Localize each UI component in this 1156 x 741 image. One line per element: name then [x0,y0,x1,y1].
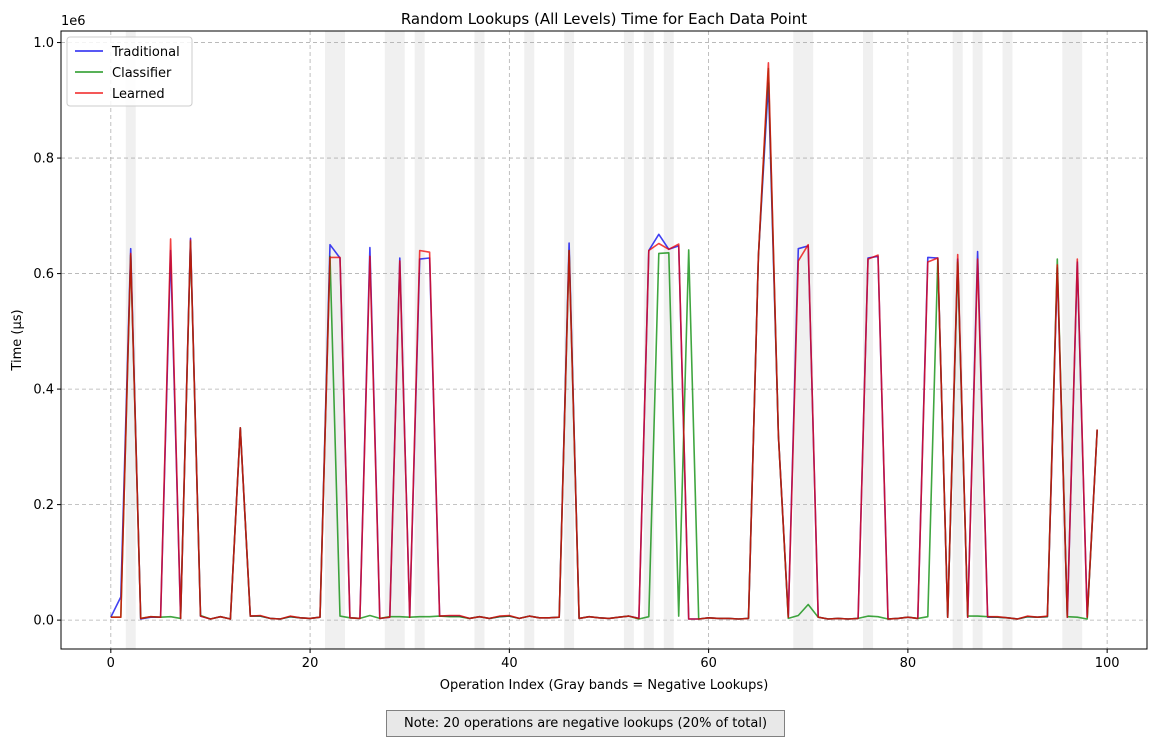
negative-lookup-band [1002,31,1013,649]
legend-label-classifier: Classifier [112,66,172,81]
negative-lookup-band [325,31,335,649]
negative-lookup-band [125,31,136,649]
legend-label-learned: Learned [112,87,165,102]
negative-lookup-band [972,31,983,649]
series-lines [110,61,1098,620]
y-axis-ticks: 0.0 0.2 0.4 0.6 0.8 1.0 [33,36,61,629]
negative-lookup-band [564,31,575,649]
x-tick-label: 60 [700,656,717,671]
negative-lookup-bands [125,31,1083,649]
x-tick-label: 20 [302,656,319,671]
y-tick-label: 0.8 [33,152,54,167]
x-tick-label: 100 [1095,656,1120,671]
y-offset-label: 1e6 [61,14,86,29]
y-tick-label: 0.4 [33,383,54,398]
x-tick-label: 80 [900,656,917,671]
note-box: Note: 20 operations are negative lookups… [386,710,785,737]
negative-lookup-band [663,31,674,649]
chart-title: Random Lookups (All Levels) Time for Eac… [401,10,807,28]
x-axis-ticks: 0 20 40 60 80 100 [107,649,1120,671]
x-tick-label: 40 [501,656,518,671]
x-axis-label: Operation Index (Gray bands = Negative L… [440,678,769,693]
plot-frame [60,30,1148,650]
negative-lookup-band [643,31,654,649]
y-tick-label: 0.6 [33,267,54,282]
y-tick-label: 0.2 [33,498,54,513]
y-tick-label: 1.0 [33,36,54,51]
legend-box [66,36,193,107]
negative-lookup-band [334,31,345,649]
negative-lookup-band [394,31,405,649]
legend-label-traditional: Traditional [111,45,180,60]
legend: Traditional Classifier Learned [66,36,193,107]
negative-lookup-band [384,31,395,649]
negative-lookup-band [863,31,874,649]
series-line-learned [110,61,1098,620]
y-axis-label: Time (µs) [10,309,25,371]
negative-lookup-band [623,31,634,649]
negative-lookup-band [793,31,804,649]
grid-lines [61,31,1147,649]
negative-lookup-band [803,31,814,649]
x-tick-label: 0 [107,656,115,671]
negative-lookup-band [1062,31,1073,649]
negative-lookup-band [474,31,485,649]
negative-lookup-band [952,31,963,649]
negative-lookup-band [414,31,425,649]
negative-lookup-band [524,31,535,649]
y-tick-label: 0.0 [33,614,54,629]
negative-lookup-band [1072,31,1083,649]
